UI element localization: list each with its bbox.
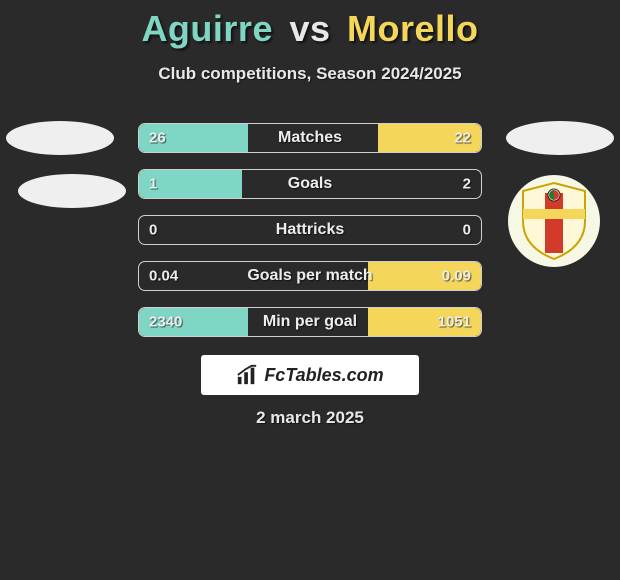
stat-value-left: 26 <box>149 130 166 147</box>
stat-value-right: 1051 <box>438 314 471 331</box>
subtitle: Club competitions, Season 2024/2025 <box>0 64 620 84</box>
player1-portrait-top <box>6 121 114 155</box>
brand-chip: FcTables.com <box>201 355 419 395</box>
stat-value-left: 0.04 <box>149 268 178 285</box>
stat-value-right: 2 <box>463 176 471 193</box>
stat-value-right: 0.09 <box>442 268 471 285</box>
player1-portrait-bottom <box>18 174 126 208</box>
stat-bar: 2340 1051 Min per goal <box>138 307 482 337</box>
stat-category: Matches <box>278 129 342 147</box>
title-row: Aguirre vs Morello <box>0 0 620 50</box>
stat-category: Min per goal <box>263 313 357 331</box>
shield-icon <box>519 181 589 261</box>
brand-text: FcTables.com <box>264 365 383 386</box>
stat-bar: 26 22 Matches <box>138 123 482 153</box>
bar-chart-icon <box>236 364 258 386</box>
stat-value-left: 2340 <box>149 314 182 331</box>
comparison-title: Aguirre vs Morello <box>0 8 620 50</box>
stat-value-right: 0 <box>463 222 471 239</box>
stat-value-left: 1 <box>149 176 157 193</box>
stat-bar: 1 2 Goals <box>138 169 482 199</box>
vs-separator: vs <box>289 8 330 49</box>
stat-category: Hattricks <box>276 221 344 239</box>
stat-bar: 0 0 Hattricks <box>138 215 482 245</box>
stat-category: Goals per match <box>247 267 372 285</box>
stat-category: Goals <box>288 175 332 193</box>
player2-portrait <box>506 121 614 155</box>
stat-value-right: 22 <box>454 130 471 147</box>
stat-value-left: 0 <box>149 222 157 239</box>
player2-club-badge <box>508 175 600 267</box>
stat-bars: 26 22 Matches 1 2 Goals 0 0 Hattricks 0.04 0.09 Goa… <box>138 123 482 353</box>
player2-name: Morello <box>347 8 479 49</box>
stat-bar: 0.04 0.09 Goals per match <box>138 261 482 291</box>
generation-date: 2 march 2025 <box>256 408 364 428</box>
player1-name: Aguirre <box>141 8 273 49</box>
